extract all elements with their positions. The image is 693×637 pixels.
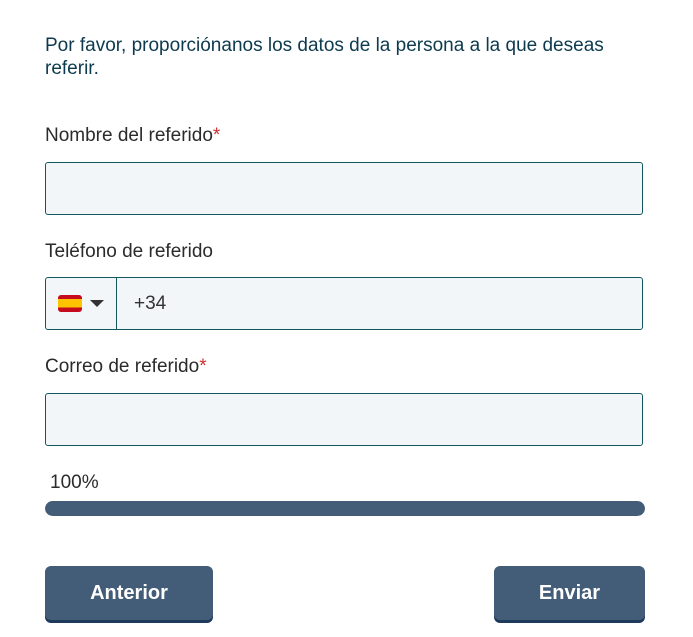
previous-button[interactable]: Anterior (45, 566, 213, 620)
email-field-wrapper (45, 393, 643, 446)
caret-down-icon (90, 300, 104, 307)
name-input[interactable] (46, 163, 642, 214)
required-marker: * (199, 356, 207, 377)
progress-bar (45, 501, 645, 516)
progress-fill (45, 501, 645, 516)
email-label: Correo de referido* (45, 356, 207, 378)
name-field-wrapper (45, 162, 643, 215)
email-input[interactable] (46, 394, 642, 445)
email-label-text: Correo de referido (45, 356, 200, 377)
submit-button[interactable]: Enviar (494, 566, 645, 620)
phone-field-wrapper (45, 277, 643, 330)
name-label: Nombre del referido* (45, 125, 220, 147)
phone-label: Teléfono de referido (45, 241, 213, 262)
progress-label: 100% (50, 472, 99, 493)
intro-text: Por favor, proporciónanos los datos de l… (45, 35, 604, 79)
phone-input[interactable] (118, 278, 642, 329)
spain-flag-icon (58, 295, 82, 312)
name-label-text: Nombre del referido (45, 125, 213, 146)
country-selector[interactable] (46, 278, 117, 329)
required-marker: * (212, 125, 221, 146)
